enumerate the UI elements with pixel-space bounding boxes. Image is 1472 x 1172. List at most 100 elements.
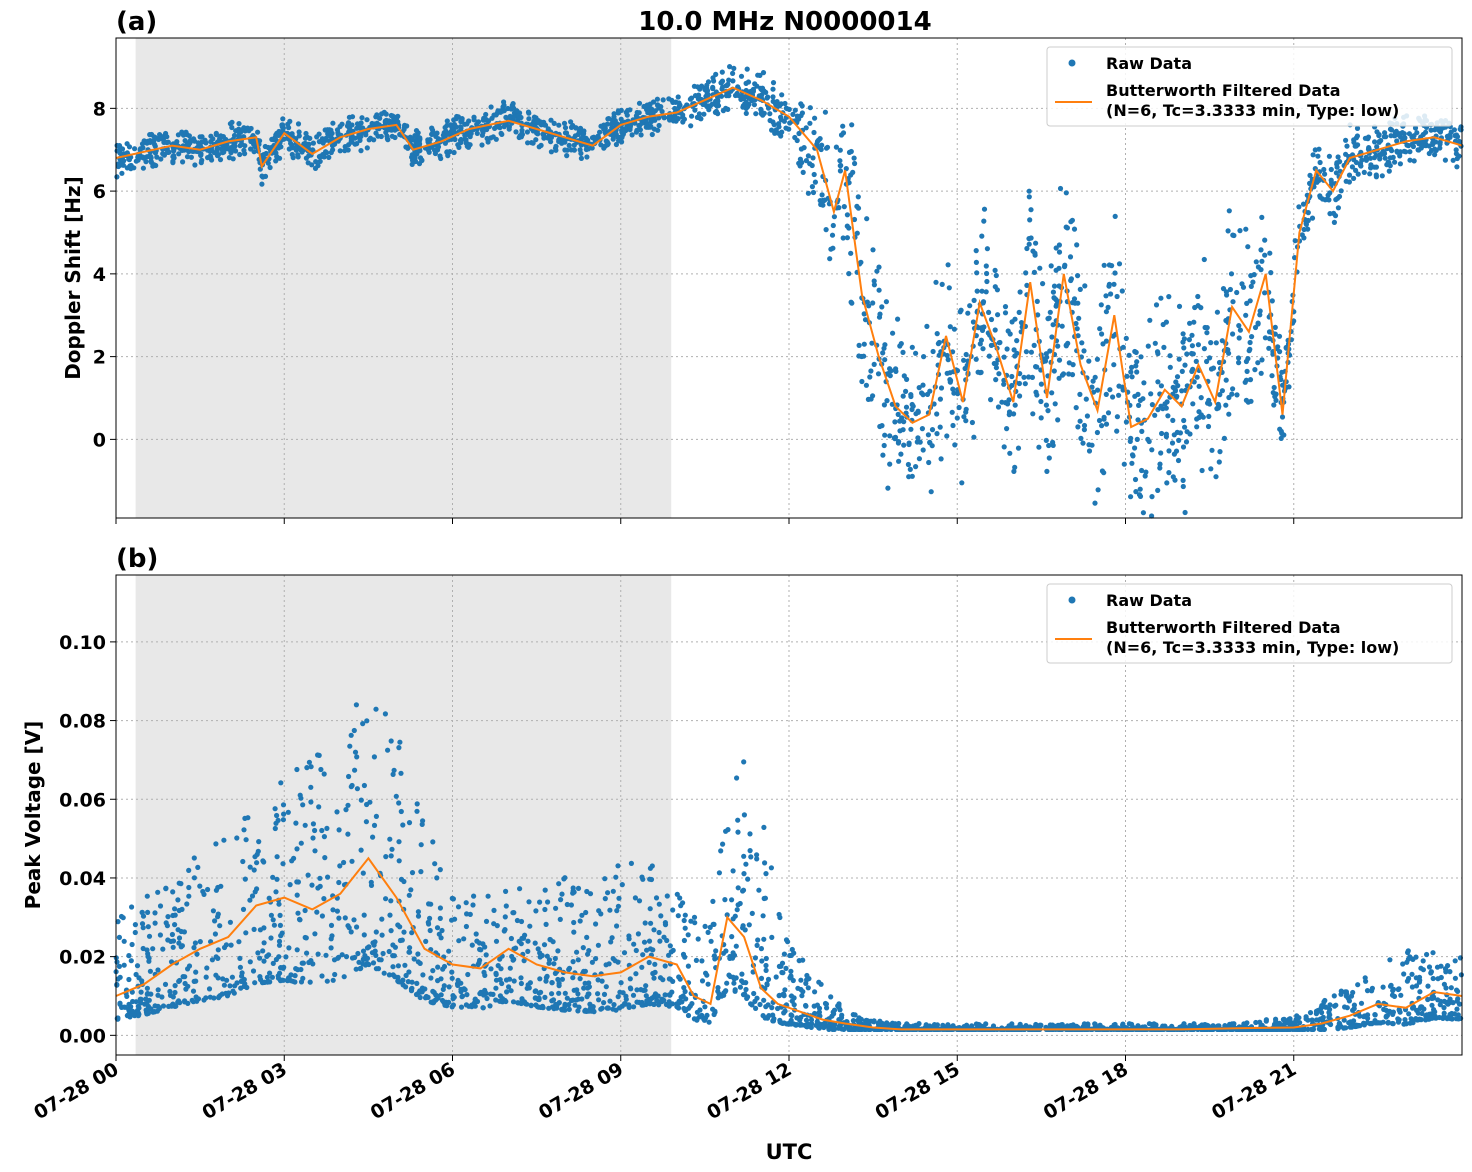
raw-data-point [336,879,342,886]
raw-data-point [930,348,936,355]
raw-data-point [1064,225,1070,231]
raw-data-point [1380,1019,1386,1025]
raw-data-point [417,148,423,154]
raw-data-point [903,404,910,410]
raw-data-point [893,368,899,374]
raw-data-point [963,351,969,358]
raw-data-point [232,983,238,989]
raw-data-point [1196,383,1202,389]
raw-data-point [451,149,457,156]
raw-data-point [1343,178,1349,184]
raw-data-point [1147,317,1153,323]
raw-data-point [743,110,749,116]
raw-data-point [1036,444,1042,450]
raw-data-point [430,130,436,136]
raw-data-point [639,1002,645,1008]
raw-data-point [1095,387,1101,393]
raw-data-point [915,435,921,441]
raw-data-point [1016,309,1022,315]
raw-data-point [710,84,716,90]
raw-data-point [1365,134,1372,140]
raw-data-point [341,974,347,980]
raw-data-point [848,299,854,305]
raw-data-point [705,981,711,987]
raw-data-point [159,994,165,1000]
raw-data-point [438,992,444,998]
raw-data-point [195,864,201,871]
raw-data-point [357,137,363,143]
raw-data-point [1123,335,1129,341]
raw-data-point [251,149,257,155]
raw-data-point [739,93,745,99]
raw-data-point [1247,346,1253,352]
raw-data-point [780,970,786,976]
raw-data-point [670,947,676,954]
raw-data-point [694,1009,701,1015]
raw-data-point [973,259,980,265]
raw-data-point [547,133,553,139]
raw-data-point [121,962,127,968]
raw-data-point [1317,159,1323,166]
raw-data-point [1099,423,1105,429]
raw-data-point [1249,334,1255,340]
raw-data-point [1129,374,1135,380]
raw-data-point [459,994,465,1000]
raw-data-point [1068,219,1074,225]
raw-data-point [1363,978,1369,984]
raw-data-point [786,126,792,132]
raw-data-point [642,920,648,926]
raw-data-point [261,958,267,964]
raw-data-point [1189,343,1195,349]
raw-data-point [967,303,973,309]
raw-data-point [664,937,670,944]
raw-data-point [324,978,330,984]
raw-data-point [807,105,813,111]
raw-data-point [624,112,630,118]
raw-data-point [608,939,614,945]
raw-data-point [1051,295,1057,301]
raw-data-point [471,893,477,899]
raw-data-point [562,990,568,996]
raw-data-point [466,130,472,136]
raw-data-point [933,279,939,285]
raw-data-point [1037,265,1043,271]
raw-data-point [408,887,414,893]
raw-data-point [764,982,770,988]
raw-data-point [1017,393,1023,399]
raw-data-point [725,827,731,833]
raw-data-point [343,954,350,960]
raw-data-point [224,977,230,983]
raw-data-point [1226,394,1232,401]
raw-data-point [1142,1024,1148,1030]
raw-data-point [1092,500,1098,506]
raw-data-point [626,1004,632,1011]
raw-data-point [1227,286,1233,293]
raw-data-point [837,1007,843,1013]
raw-data-point [268,935,274,941]
raw-data-point [1258,370,1264,376]
raw-data-point [876,287,882,293]
raw-data-point [652,961,658,967]
raw-data-point [185,983,191,989]
raw-data-point [1409,971,1415,977]
raw-data-point [1090,378,1096,384]
raw-data-point [462,132,468,138]
raw-data-point [292,979,298,985]
raw-data-point [747,848,753,854]
raw-data-point [882,432,888,438]
raw-data-point [1454,164,1460,170]
raw-data-point [1004,346,1010,352]
raw-data-point [928,489,934,495]
raw-data-point [342,915,348,921]
raw-data-point [883,299,890,305]
raw-data-point [811,129,817,136]
raw-data-point [511,978,517,984]
raw-data-point [627,107,633,113]
raw-data-point [234,835,240,841]
raw-data-point [1055,343,1061,349]
raw-data-point [117,1001,123,1007]
raw-data-point [556,990,562,996]
raw-data-point [536,996,542,1003]
raw-data-point [1169,440,1176,446]
